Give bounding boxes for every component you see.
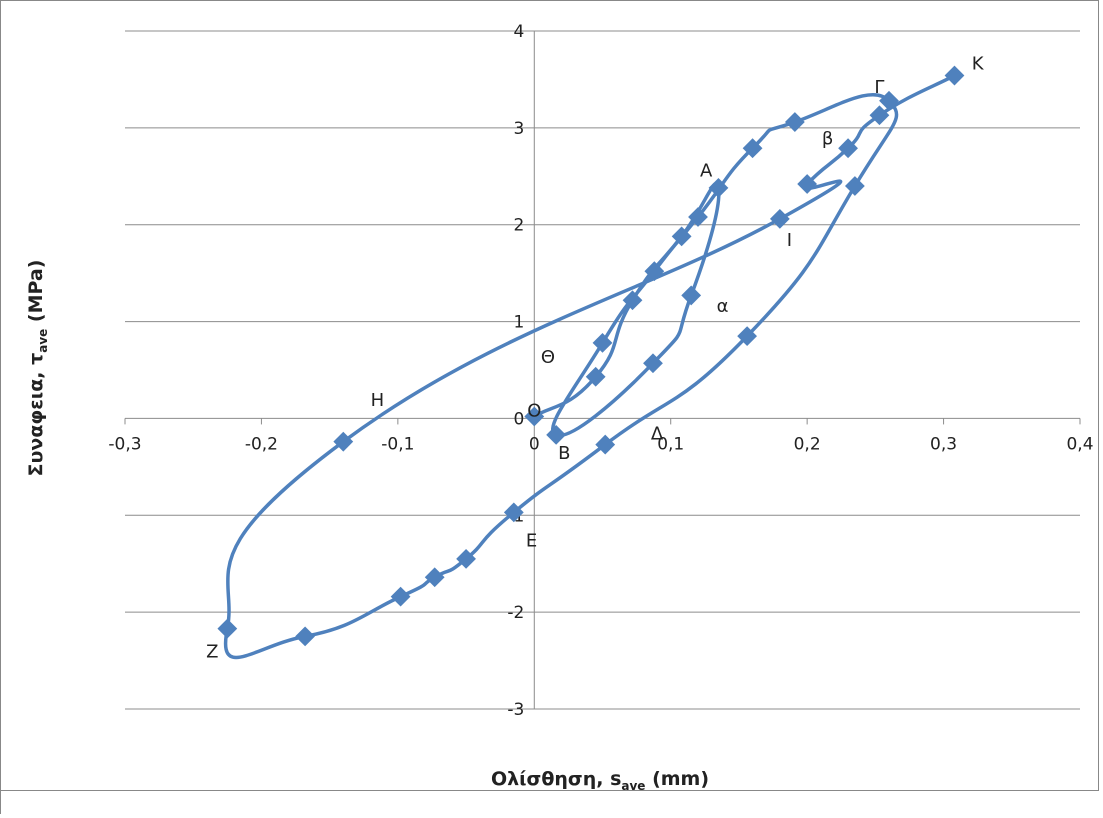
x-axis-title-unit: (mm) [645, 768, 709, 790]
point-label: E [526, 530, 537, 551]
y-tick-label: 4 [513, 22, 524, 42]
data-point-marker [737, 326, 758, 346]
data-point-marker [585, 366, 606, 387]
data-point-marker [681, 285, 702, 306]
y-tick-label: 2 [513, 216, 524, 236]
data-point-marker [424, 567, 445, 588]
y-axis-title-unit: (MPa) [25, 260, 47, 329]
point-label: K [972, 54, 985, 75]
data-point-marker [595, 434, 616, 455]
x-tick-label: 0,2 [794, 434, 821, 454]
data-point-marker [456, 548, 476, 569]
x-tick-label: -0,1 [381, 434, 414, 454]
x-tick-label: 0,4 [1066, 434, 1093, 454]
point-label: Δ [651, 424, 664, 445]
x-tick-label: 0 [529, 434, 540, 454]
data-point-marker [524, 406, 545, 427]
data-point-marker [644, 261, 665, 282]
point-labels: O Θ A B Δ Γ Kβ Iα H E Z [206, 54, 985, 663]
x-tick-label: -0,2 [245, 434, 278, 454]
x-axis-title-main: Ολίσθηση, s [491, 768, 621, 790]
point-label: β [822, 128, 834, 149]
data-point-marker [333, 431, 354, 452]
point-label: O [527, 400, 541, 421]
point-label: H [371, 390, 385, 411]
y-tick-label: 3 [513, 119, 524, 139]
y-tick-label: -2 [507, 603, 524, 623]
y-tick-label: 0 [513, 409, 524, 429]
y-tick-label: -3 [507, 700, 524, 720]
point-label: α [717, 296, 729, 317]
point-label: B [558, 443, 570, 464]
y-axis-title: Συναφεια, τave (MPa) [25, 260, 50, 477]
data-point-marker [390, 586, 411, 607]
data-point-marker [295, 626, 315, 647]
data-point-marker [643, 353, 663, 374]
data-point-marker [546, 424, 567, 445]
x-axis-title-sub: ave [621, 779, 645, 793]
grid-lines [125, 30, 1080, 710]
point-label: Z [206, 642, 218, 663]
point-label: I [787, 230, 792, 251]
data-point-marker [592, 332, 613, 353]
point-label: A [700, 160, 713, 181]
chart-border [0, 0, 1099, 791]
data-point-marker [622, 290, 643, 311]
point-label: Γ [874, 77, 884, 98]
x-tick-label: -0,3 [108, 434, 141, 454]
point-label: Θ [541, 347, 555, 368]
x-tick-label: 0,3 [930, 434, 957, 454]
x-tick-label: 0,1 [657, 434, 684, 454]
y-axis-title-main: Συναφεια, τ [25, 353, 47, 477]
x-axis-title: Ολίσθηση, save (mm) [491, 768, 709, 793]
y-axis-title-sub: ave [36, 329, 50, 353]
y-tick-label: 1 [513, 313, 524, 333]
